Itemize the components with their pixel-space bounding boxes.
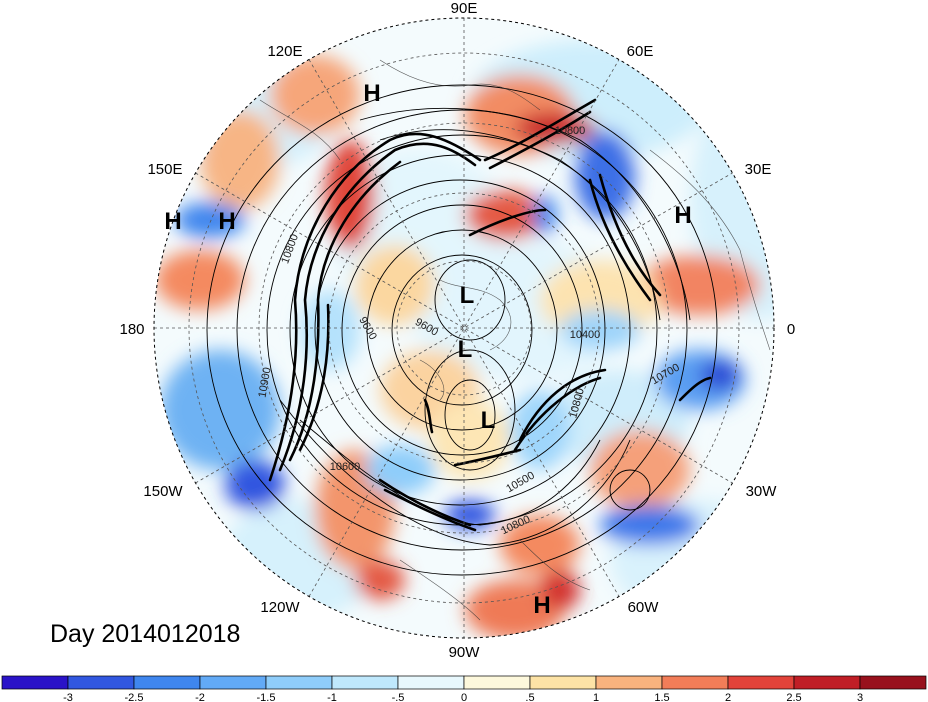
- graticule: [154, 18, 774, 638]
- contour-label: 10400: [570, 329, 601, 341]
- low-marker: L: [481, 407, 496, 434]
- colorbar-tick-label: 2: [725, 692, 731, 702]
- lon-label-30w: 30W: [746, 483, 778, 500]
- colorbar-tick-label: 1: [593, 692, 599, 702]
- colorbar-swatch: [793, 675, 861, 690]
- colorbar-swatch: [133, 675, 201, 690]
- lon-label-180: 180: [119, 321, 144, 338]
- jet-contours: [268, 98, 712, 532]
- lon-label-30e: 30E: [745, 161, 772, 178]
- colorbar-swatch: [397, 675, 465, 690]
- colorbar-swatch: [67, 675, 135, 690]
- map-boundary: [153, 17, 775, 639]
- colorbar-tick-label: -2.5: [125, 692, 144, 702]
- colorbar-swatch: [529, 675, 597, 690]
- lon-label-90w: 90W: [449, 644, 481, 661]
- colorbar-swatch: [595, 675, 663, 690]
- lon-label-0: 0: [787, 321, 795, 338]
- lon-label-60e: 60E: [627, 43, 654, 60]
- colorbar-tick-label: -1.5: [257, 692, 276, 702]
- pressure-center-labels: H H H H H L L L: [164, 80, 691, 619]
- high-marker: H: [164, 208, 181, 235]
- lon-label-90e: 90E: [451, 0, 478, 17]
- colorbar-tick-label: .5: [525, 692, 534, 702]
- high-marker: H: [218, 208, 235, 235]
- colorbar-swatch: [661, 675, 729, 690]
- contour-label: 10800: [555, 125, 586, 137]
- lon-label-150e: 150E: [147, 161, 182, 178]
- colorbar-tick-label: -1: [327, 692, 337, 702]
- low-marker: L: [460, 282, 475, 309]
- colorbar-swatch: [463, 675, 531, 690]
- colorbar: -3 -2.5 -2 -1.5 -1 -.5 0 .5 1 1.5 2 2.5 3: [1, 675, 927, 702]
- colorbar-tick-label: 3: [857, 692, 863, 702]
- lon-label-120e: 120E: [267, 43, 302, 60]
- anomaly-field: [154, 18, 774, 638]
- colorbar-tick-label: -3: [63, 692, 73, 702]
- colorbar-swatch: [265, 675, 333, 690]
- colorbar-tick-label: 1.5: [654, 692, 669, 702]
- contour-label: 10600: [330, 461, 361, 473]
- colorbar-swatch: [331, 675, 399, 690]
- colorbar-tick-label: -2: [195, 692, 205, 702]
- colorbar-tick-label: 0: [461, 692, 467, 702]
- lon-label-120w: 120W: [260, 599, 300, 616]
- lon-label-150w: 150W: [143, 483, 183, 500]
- figure-title: Day 2014012018: [50, 620, 241, 648]
- lon-label-60w: 60W: [628, 599, 660, 616]
- longitude-labels: 90E 60E 120E 30E 150E 180 0 150W 30W 120…: [119, 0, 795, 661]
- coastlines: [259, 59, 771, 621]
- colorbar-tick-label: 2.5: [786, 692, 801, 702]
- high-marker: H: [674, 202, 691, 229]
- colorbar-swatch: [1, 675, 69, 690]
- contour-label: 10900: [256, 366, 273, 398]
- colorbar-swatch: [727, 675, 795, 690]
- colorbar-tick-label: -.5: [392, 692, 405, 702]
- high-marker: H: [363, 80, 380, 107]
- low-marker: L: [458, 336, 473, 363]
- high-marker: H: [533, 592, 550, 619]
- colorbar-swatch: [199, 675, 267, 690]
- colorbar-swatch: [859, 675, 927, 690]
